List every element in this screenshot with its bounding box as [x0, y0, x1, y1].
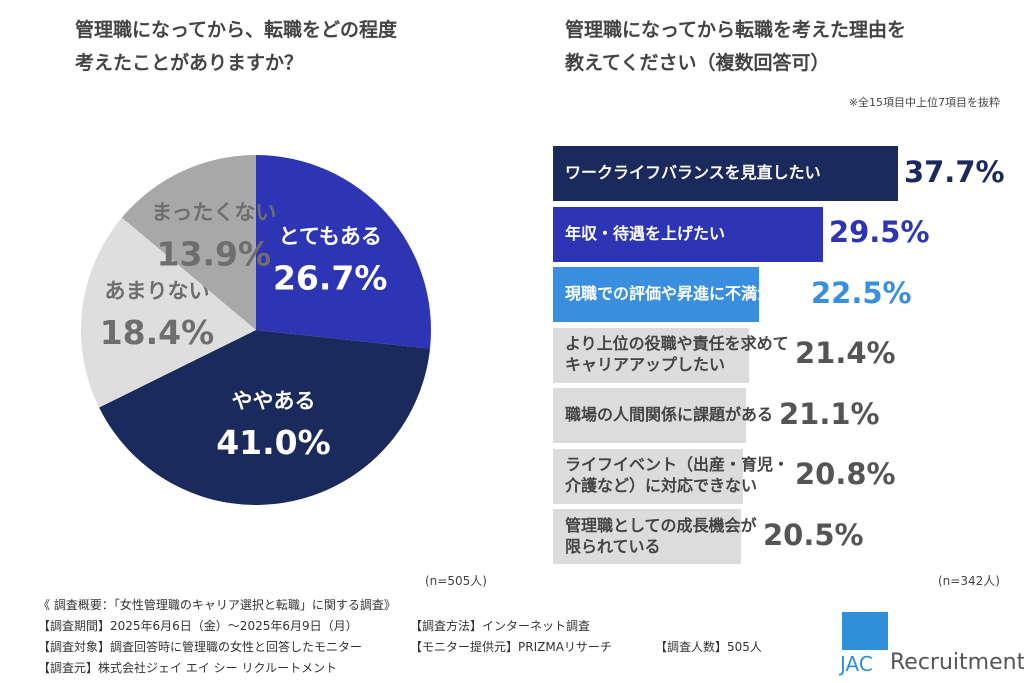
- logo-mark: JAC: [840, 652, 873, 676]
- slice-category: とてもある: [279, 224, 382, 248]
- bar-category: 管理職としての成長機会が 限られている: [565, 515, 757, 556]
- bar: [553, 146, 898, 201]
- bar-value-label: 21.4%: [795, 336, 896, 370]
- logo-mark-shape: [842, 612, 888, 650]
- footer-text: 【モニター提供元】PRIZMAリサーチ: [410, 640, 612, 654]
- footer-text: 【調査対象】調査回答時に管理職の女性と回答したモニター: [38, 640, 363, 654]
- bar-category: 年収・待遇を上げたい: [565, 223, 726, 243]
- pie-note: (n=505人): [425, 574, 487, 588]
- footer-text: 【調査方法】インターネット調査: [410, 619, 591, 633]
- slice-value-label: 13.9%: [157, 235, 272, 274]
- bar-title: 管理職になってから転職を考えた理由を 教えてください（複数回答可）: [565, 19, 907, 75]
- footer-text: 【調査人数】505人: [655, 640, 762, 654]
- slice-category: ややある: [231, 389, 315, 413]
- pie-slice: [81, 217, 256, 408]
- footer-text: 【調査元】株式会社ジェイ エイ シー リクルートメント: [38, 661, 338, 675]
- footer-text: 《 調査概要：「女性管理職のキャリア選択と転職」に関する調査》: [38, 598, 396, 612]
- bar-chart: ワークライフバランスを見直したい 37.7% 年収・待遇を上げたい 29.5% 現職での…: [553, 146, 1005, 564]
- bar: [553, 327, 749, 383]
- bar-value-label: 22.5%: [811, 275, 912, 310]
- bar-value-label: 29.5%: [828, 215, 930, 249]
- pie-slice: [99, 330, 431, 505]
- bar-value-label: 21.1%: [779, 396, 880, 431]
- bar-value-label: 37.7%: [903, 154, 1005, 189]
- bar: [553, 509, 741, 564]
- bar-category: ライフイベント（出産・育児・ 介護など）に対応できない: [565, 455, 790, 495]
- bar-category: より上位の役職や責任を求めて キャリアアップしたい: [565, 334, 789, 374]
- slice-category: あまりない: [104, 279, 209, 303]
- bar-subtitle: ※全15項目中上位7項目を抜粋: [848, 96, 1000, 109]
- pie-chart: とてもある 26.7% ややある 41.0% あまりない 18.4% まったくない 13.9%: [81, 155, 431, 505]
- bar-category: 現職での評価や昇進に不満がある: [565, 284, 806, 304]
- bar-value-label: 20.8%: [795, 457, 896, 491]
- bar: [553, 388, 747, 443]
- slice-value-label: 18.4%: [100, 313, 215, 352]
- pie-slice: [121, 155, 256, 330]
- pie-slice: [256, 155, 431, 349]
- bar-category: 職場の人間関係に課題がある: [565, 405, 774, 425]
- footer-text: 【調査期間】2025年6月6日（金）～2025年6月9日（月）: [38, 619, 358, 633]
- bar: [553, 206, 823, 262]
- slice-value-label: 26.7%: [273, 258, 388, 297]
- bar-value-label: 20.5%: [763, 517, 864, 552]
- logo-name: Recruitment: [890, 650, 1024, 675]
- bar: [553, 448, 744, 504]
- slice-value-label: 41.0%: [216, 423, 331, 462]
- bar-category: ワークライフバランスを見直したい: [565, 163, 821, 183]
- slice-category: まったくない: [151, 201, 276, 225]
- pie-title: 管理職になってから、転職をどの程度 考えたことがありますか？: [75, 19, 398, 75]
- bar: [553, 267, 759, 322]
- bar-note: (n=342人): [938, 574, 1000, 588]
